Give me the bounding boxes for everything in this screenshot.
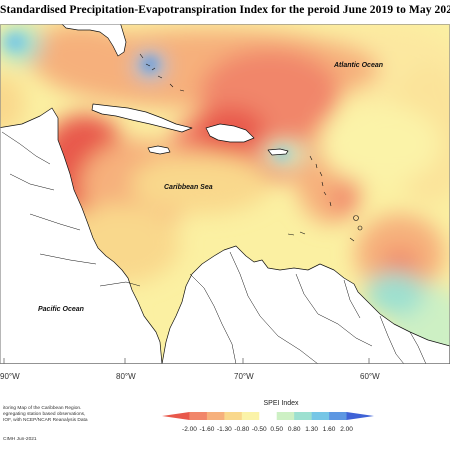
lon-label-70w: 70°W bbox=[234, 372, 254, 381]
lon-label-80w: 80°W bbox=[116, 372, 136, 381]
legend-swatch bbox=[162, 412, 190, 420]
legend-tick-label: 2.00 bbox=[340, 426, 353, 433]
legend-tick-label: -0.50 bbox=[251, 426, 267, 433]
lon-ticks bbox=[3, 358, 370, 364]
legend-swatch bbox=[311, 412, 330, 420]
legend-swatch bbox=[241, 412, 260, 420]
legend-title: SPEI Index bbox=[263, 400, 299, 407]
atlantic-label: Atlantic Ocean bbox=[334, 62, 384, 69]
lon-label-90w: 90°W bbox=[0, 372, 20, 381]
spei-map bbox=[0, 24, 450, 364]
credit-text: itoring Map of the Caribbean Region. egr… bbox=[3, 406, 123, 424]
legend-tick-label: 0.50 bbox=[270, 426, 284, 433]
legend-swatch bbox=[259, 412, 278, 420]
credit-line: IOF, with NCEP/NCAR Reanalysis Data bbox=[3, 418, 88, 423]
lon-label-60w: 60°W bbox=[360, 372, 380, 381]
island-outlines bbox=[139, 53, 363, 242]
legend-tick-label: -1.30 bbox=[216, 426, 232, 433]
legend-swatch bbox=[189, 412, 208, 420]
legend-tick-label: -1.60 bbox=[199, 426, 215, 433]
credit-line: itoring Map of the Caribbean Region. bbox=[3, 406, 82, 411]
legend-swatch bbox=[346, 412, 374, 420]
legend-swatch bbox=[224, 412, 243, 420]
legend-swatch bbox=[206, 412, 225, 420]
color-legend bbox=[162, 412, 374, 420]
caribbean-label: Caribbean Sea bbox=[164, 184, 213, 191]
legend-swatch bbox=[329, 412, 347, 420]
map-title: Standardised Precipitation-Evapotranspir… bbox=[0, 4, 450, 16]
legend-tick-label: -2.00 bbox=[182, 426, 197, 433]
credit-line: egregating station based observations, bbox=[3, 412, 86, 417]
pacific-label: Pacific Ocean bbox=[38, 306, 84, 313]
legend-swatch bbox=[294, 412, 312, 420]
legend-tick-label: 1.60 bbox=[322, 426, 336, 433]
legend-tick-label: -0.80 bbox=[234, 426, 250, 433]
legend-tick-label: 0.80 bbox=[287, 426, 301, 433]
borders bbox=[1, 131, 427, 364]
legend-swatch bbox=[276, 412, 295, 420]
land bbox=[0, 24, 450, 364]
legend-tick-label: 1.30 bbox=[305, 426, 318, 433]
issued-text: CIMH Jun-2021 bbox=[3, 437, 37, 442]
